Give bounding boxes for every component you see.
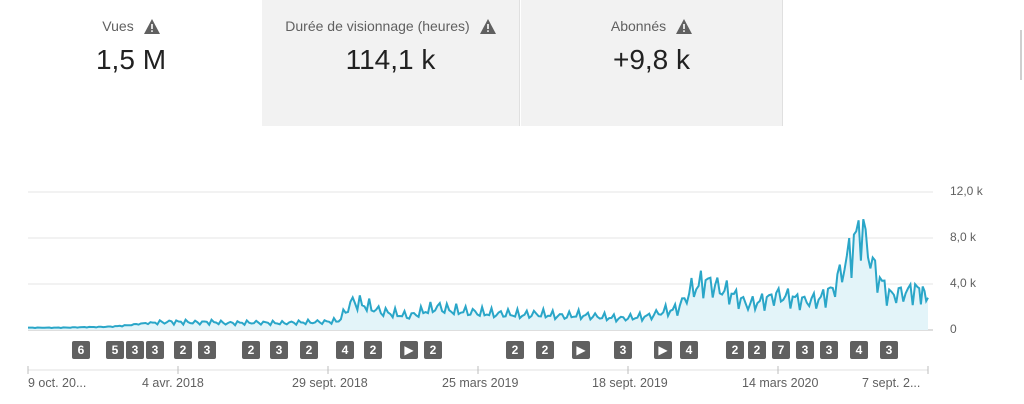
y-tick-label: 8,0 k <box>950 230 977 244</box>
annotation-marker[interactable]: 2 <box>506 341 524 359</box>
annotation-marker[interactable]: 2 <box>300 341 318 359</box>
annotation-marker[interactable]: 3 <box>270 341 288 359</box>
annotation-marker[interactable]: 3 <box>198 341 216 359</box>
annotation-marker[interactable]: 4 <box>680 341 698 359</box>
x-tick-label: 7 sept. 2... <box>862 376 921 390</box>
x-tick-label: 4 avr. 2018 <box>142 376 204 390</box>
y-tick-label: 4,0 k <box>950 276 977 290</box>
series-line <box>28 218 929 330</box>
metric-title-views: Vues <box>102 18 134 34</box>
metric-title-watch-time: Durée de visionnage (heures) <box>285 18 470 34</box>
play-icon[interactable]: ▶ <box>572 341 590 359</box>
metric-title-subscribers: Abonnés <box>610 18 667 34</box>
annotation-marker[interactable]: 4 <box>850 341 868 359</box>
annotation-marker[interactable]: 3 <box>126 341 144 359</box>
analytics-chart[interactable]: 12,0 k 8,0 k 4,0 k 0 9 oct. 20... 4 avr. 2018… <box>0 180 1024 404</box>
annotation-marker[interactable]: 2 <box>536 341 554 359</box>
annotation-marker[interactable]: 6 <box>72 341 90 359</box>
series-area <box>28 219 928 330</box>
annotation-marker[interactable]: 2 <box>174 341 192 359</box>
annotation-marker[interactable]: 5 <box>106 341 124 359</box>
x-tick-label: 29 sept. 2018 <box>292 376 368 390</box>
card-divider <box>1020 30 1022 80</box>
metric-card-subscribers[interactable]: Abonnés +9,8 k <box>521 0 783 126</box>
x-tick-label: 14 mars 2020 <box>742 376 819 390</box>
annotation-marker[interactable]: 3 <box>796 341 814 359</box>
play-icon[interactable]: ▶ <box>654 341 672 359</box>
metric-card-views[interactable]: Vues 1,5 M <box>0 0 262 126</box>
annotation-marker[interactable]: 2 <box>726 341 744 359</box>
y-tick-label: 12,0 k <box>950 184 983 198</box>
chart-svg <box>27 191 933 374</box>
annotation-marker[interactable]: 3 <box>880 341 898 359</box>
warning-triangle-icon <box>143 18 160 34</box>
x-tick-label: 25 mars 2019 <box>442 376 519 390</box>
metric-value-views: 1,5 M <box>95 44 167 75</box>
warning-triangle-icon <box>479 18 496 34</box>
annotation-marker[interactable]: 2 <box>748 341 766 359</box>
metric-cards: Vues 1,5 M Durée de visionnage (heures) … <box>0 0 1024 126</box>
metric-card-watch-time[interactable]: Durée de visionnage (heures) 114,1 k <box>262 0 520 126</box>
play-icon[interactable]: ▶ <box>400 341 418 359</box>
annotation-marker[interactable]: 2 <box>364 341 382 359</box>
annotation-marker[interactable]: 3 <box>820 341 838 359</box>
metric-value-watch-time: 114,1 k <box>345 44 436 75</box>
x-tick-label: 9 oct. 20... <box>28 376 87 390</box>
annotation-marker[interactable]: 2 <box>242 341 260 359</box>
annotation-marker[interactable]: 4 <box>336 341 354 359</box>
x-tick-label: 18 sept. 2019 <box>592 376 668 390</box>
annotation-marker[interactable]: 7 <box>772 341 790 359</box>
annotation-marker[interactable]: 3 <box>614 341 632 359</box>
warning-triangle-icon <box>676 18 693 34</box>
annotation-marker[interactable]: 2 <box>424 341 442 359</box>
annotation-marker[interactable]: 3 <box>146 341 164 359</box>
y-tick-label: 0 <box>950 322 957 336</box>
metric-value-subscribers: +9,8 k <box>612 44 691 75</box>
